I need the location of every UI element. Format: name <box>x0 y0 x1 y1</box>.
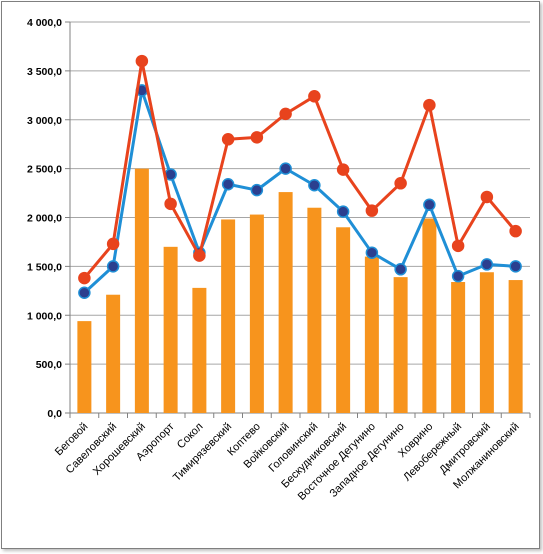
bar <box>307 207 322 413</box>
y-tick-label: 1 500,0 <box>27 261 62 273</box>
data-point <box>394 177 407 190</box>
data-point <box>336 205 350 218</box>
y-tick-label: 1 000,0 <box>27 310 62 322</box>
data-point <box>135 54 149 68</box>
data-point <box>336 163 350 176</box>
data-point <box>221 133 235 146</box>
bar <box>163 246 178 413</box>
bar <box>364 256 379 413</box>
y-tick-label: 2 500,0 <box>27 164 62 176</box>
data-point <box>106 260 120 273</box>
y-tick-label: 3 500,0 <box>27 66 62 78</box>
x-tick-labels: БеговойСавеловскийХорошевскийАэропортСок… <box>53 421 522 503</box>
data-point <box>423 198 436 212</box>
bar <box>106 294 121 413</box>
data-point <box>365 204 379 217</box>
bar <box>278 192 293 413</box>
bar <box>249 214 264 413</box>
data-point <box>480 258 494 271</box>
red-series-line <box>83 59 517 280</box>
blue-series-line <box>83 88 516 294</box>
bar-series <box>77 168 523 413</box>
y-tick-label: 0,0 <box>47 408 62 420</box>
data-point <box>250 183 264 197</box>
data-point <box>221 178 235 191</box>
bar <box>422 218 437 413</box>
data-point <box>423 98 436 112</box>
data-point <box>451 269 465 283</box>
bar <box>221 219 236 413</box>
data-point <box>279 107 292 121</box>
data-point <box>78 286 91 300</box>
y-tick-label: 4 000,0 <box>27 17 62 29</box>
data-point <box>106 237 120 251</box>
data-point <box>250 131 264 144</box>
bar <box>192 287 207 413</box>
data-point <box>193 249 206 262</box>
data-point <box>394 263 407 276</box>
bar <box>77 321 92 413</box>
data-point <box>308 90 321 103</box>
data-point <box>509 224 522 238</box>
data-point <box>78 271 91 285</box>
data-point <box>164 197 177 211</box>
y-tick-label: 3 000,0 <box>27 115 62 127</box>
data-point <box>365 246 379 259</box>
bar <box>451 282 466 413</box>
data-point <box>308 178 321 192</box>
data-point <box>451 239 465 253</box>
y-tick-label: 2 000,0 <box>27 213 62 225</box>
data-point <box>480 190 494 204</box>
line-series <box>78 54 522 300</box>
bar <box>479 272 494 413</box>
y-tick-label: 500,0 <box>36 359 62 371</box>
bar <box>134 168 149 413</box>
bar <box>393 277 408 413</box>
data-point <box>509 260 522 273</box>
y-tick-labels: 0,0 500,0 1 000,0 1 500,0 2 000,0 2 500,0 3 00… <box>27 17 62 420</box>
bar <box>508 280 523 413</box>
bar <box>336 227 351 413</box>
data-point <box>279 162 292 175</box>
